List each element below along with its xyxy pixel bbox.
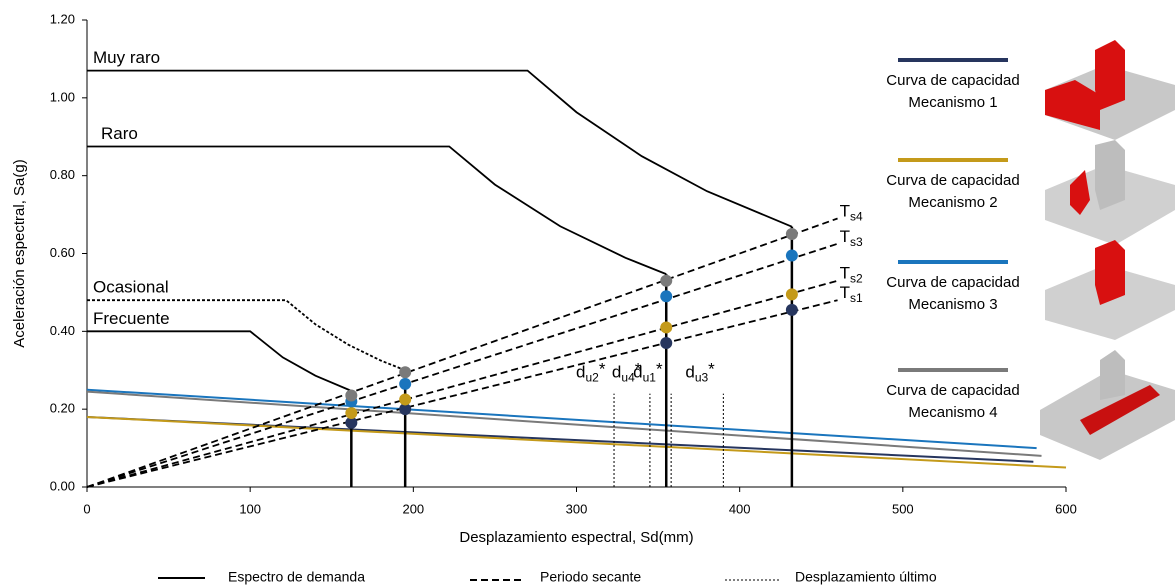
- capacity-point: [660, 337, 672, 349]
- demand-spectrum: [87, 71, 792, 227]
- legend-label: Curva de capacidad Mecanismo 1: [873, 70, 1033, 114]
- x-tick-label: 100: [239, 501, 261, 516]
- capacity-point: [345, 407, 357, 419]
- legend-label: Curva de capacidad Mecanismo 3: [873, 272, 1033, 316]
- legend-label: Espectro de demanda: [228, 569, 365, 585]
- label-main: T: [840, 227, 850, 246]
- x-tick-label: 0: [83, 501, 90, 516]
- label-sub: s4: [850, 210, 863, 224]
- demand-label: Raro: [101, 124, 138, 143]
- capacity-point: [399, 366, 411, 378]
- x-tick-label: 600: [1055, 501, 1077, 516]
- capacity-point: [786, 288, 798, 300]
- demand-spectrum: [87, 331, 351, 391]
- label-sub: s3: [850, 235, 863, 249]
- x-tick-label: 500: [892, 501, 914, 516]
- capacity-point: [660, 275, 672, 287]
- label-sub: s1: [850, 291, 863, 305]
- x-tick-label: 300: [566, 501, 588, 516]
- y-tick-label: 1.00: [50, 89, 75, 104]
- capacity-point: [660, 321, 672, 333]
- demand-label: Frecuente: [93, 309, 170, 328]
- y-tick-label: 0.40: [50, 323, 75, 338]
- secant-label: Ts2: [840, 264, 863, 286]
- label-sub: u1: [643, 371, 657, 385]
- label-sup: *: [656, 360, 663, 379]
- x-tick-label: 400: [729, 501, 751, 516]
- y-tick-label: 0.20: [50, 401, 75, 416]
- capacity-point: [660, 290, 672, 302]
- demand-spectrum: [87, 146, 666, 274]
- label-sub: u3: [695, 371, 709, 385]
- building-4: [1040, 350, 1175, 460]
- secant-label: Ts3: [840, 227, 863, 249]
- label-sub: s2: [850, 272, 863, 286]
- label-main: T: [840, 284, 850, 303]
- x-axis-label: Desplazamiento espectral, Sd(mm): [459, 529, 693, 546]
- secant-label: Ts4: [840, 202, 863, 224]
- y-tick-label: 0.60: [50, 245, 75, 260]
- secant-line: [87, 281, 838, 487]
- label-sup: *: [599, 360, 606, 379]
- legend-label: Curva de capacidad Mecanismo 2: [873, 170, 1033, 214]
- y-tick-label: 0.80: [50, 167, 75, 182]
- secant-label: Ts1: [840, 284, 863, 306]
- ultimate-label: du3*: [685, 360, 715, 385]
- legend-label: Periodo secante: [540, 569, 641, 585]
- demand-label: Muy raro: [93, 48, 160, 67]
- label-main: d: [576, 363, 585, 382]
- capacity-point: [345, 390, 357, 402]
- chart: 0.00 0.20 0.40 0.60 0.80 1.00 1.20 0 100 200 300 40…: [0, 0, 1176, 588]
- label-main: d: [633, 363, 642, 382]
- capacity-point: [786, 304, 798, 316]
- y-tick-label: 0.00: [50, 478, 75, 493]
- building-images: [1040, 40, 1175, 460]
- demand-label: Ocasional: [93, 278, 169, 297]
- secant-line: [87, 300, 838, 487]
- building-2: [1045, 140, 1175, 245]
- legend-label: Curva de capacidad Mecanismo 4: [873, 380, 1033, 424]
- label-sub: u2: [585, 371, 599, 385]
- y-tick-label: 1.20: [50, 11, 75, 26]
- label-main: T: [840, 202, 850, 221]
- capacity-point: [786, 228, 798, 240]
- y-axis-label: Aceleración espectral, Sa(g): [11, 159, 28, 347]
- ultimate-label: du1*: [633, 360, 663, 385]
- building-3: [1045, 240, 1175, 340]
- capacity-point: [786, 249, 798, 261]
- label-main: d: [685, 363, 694, 382]
- building-1: [1045, 40, 1175, 140]
- label-main: T: [840, 264, 850, 283]
- label-main: d: [612, 363, 621, 382]
- x-tick-label: 200: [402, 501, 424, 516]
- label-sup: *: [708, 360, 715, 379]
- capacity-point: [399, 393, 411, 405]
- capacity-point: [399, 378, 411, 390]
- legend-label: Desplazamiento último: [795, 569, 937, 585]
